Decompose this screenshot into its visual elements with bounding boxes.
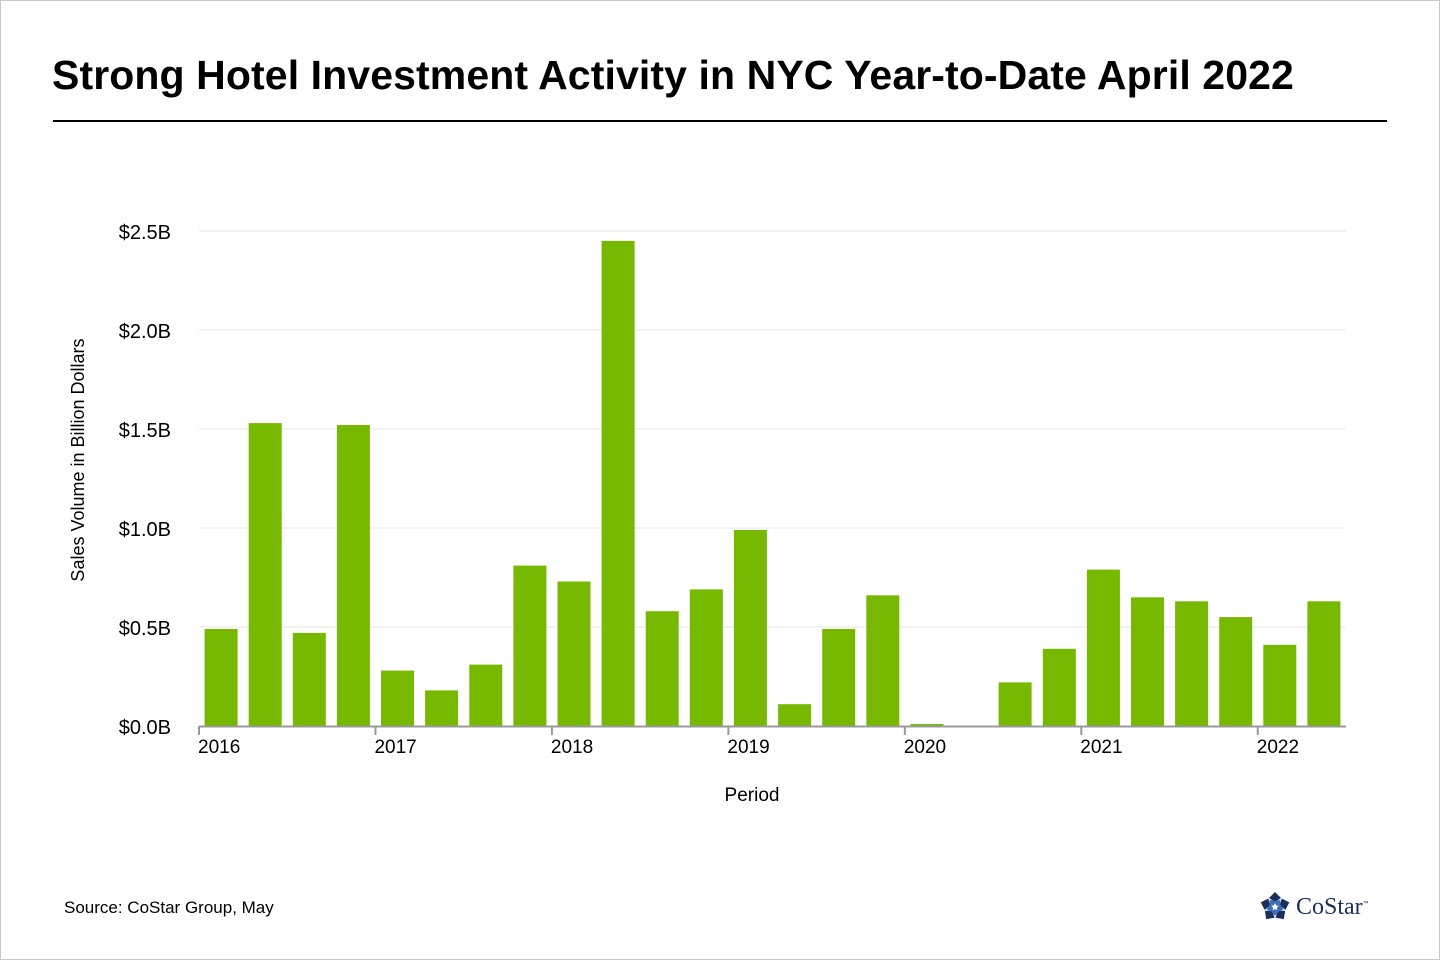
costar-wordmark: CoStar™	[1296, 893, 1369, 920]
bar	[1042, 648, 1076, 726]
bar	[645, 611, 679, 726]
y-tick-label: $2.0B	[119, 321, 171, 343]
bar	[204, 629, 238, 726]
y-tick-label: $1.0B	[119, 519, 171, 541]
x-axis-title: Period	[725, 785, 780, 806]
bar	[292, 632, 326, 726]
bar	[1175, 601, 1209, 726]
x-axis	[198, 725, 1346, 735]
x-tick-label: 2022	[1257, 737, 1299, 758]
y-axis-title: Sales Volume in Billion Dollars	[68, 338, 88, 581]
chart-title: Strong Hotel Investment Activity in NYC …	[52, 52, 1294, 98]
bar	[910, 724, 944, 726]
x-tick-label: 2021	[1080, 737, 1122, 758]
bars	[204, 240, 1341, 726]
bar	[381, 670, 414, 726]
bar	[425, 690, 459, 726]
bar	[336, 425, 370, 726]
x-tick-label: 2016	[198, 737, 240, 758]
x-tick-labels: 2016 2017 2018 2019 2020 2021 2022	[198, 737, 1299, 758]
y-tick-label: $0.0B	[119, 717, 171, 739]
x-tick-label: 2018	[551, 737, 593, 758]
bar	[557, 581, 591, 726]
bar	[689, 589, 723, 726]
bar	[822, 629, 856, 726]
bar	[866, 595, 900, 726]
costar-logo: CoStar™	[1258, 890, 1369, 924]
bar	[1307, 601, 1341, 726]
bar	[469, 664, 503, 726]
bar	[1086, 569, 1120, 726]
bar	[601, 240, 635, 726]
source-note: Source: CoStar Group, May	[64, 898, 274, 917]
y-tick-label: $2.5B	[119, 222, 171, 244]
gridlines	[199, 230, 1346, 628]
y-tick-label: $1.5B	[119, 420, 171, 442]
x-tick-label: 2019	[727, 737, 769, 758]
title-divider	[53, 120, 1387, 122]
y-tick-label: $0.5B	[119, 618, 171, 640]
bar	[1263, 644, 1297, 726]
y-tick-labels: $0.0B $0.5B $1.0B $1.5B $2.0B $2.5B	[119, 222, 171, 739]
x-tick-label: 2017	[374, 737, 416, 758]
bar	[248, 423, 282, 726]
bar	[733, 530, 767, 726]
bar	[1131, 597, 1164, 726]
bar	[1219, 617, 1253, 726]
bar	[513, 565, 547, 726]
bar	[778, 704, 812, 726]
x-tick-label: 2020	[904, 737, 946, 758]
costar-star-icon	[1260, 892, 1290, 920]
bar	[998, 682, 1032, 726]
